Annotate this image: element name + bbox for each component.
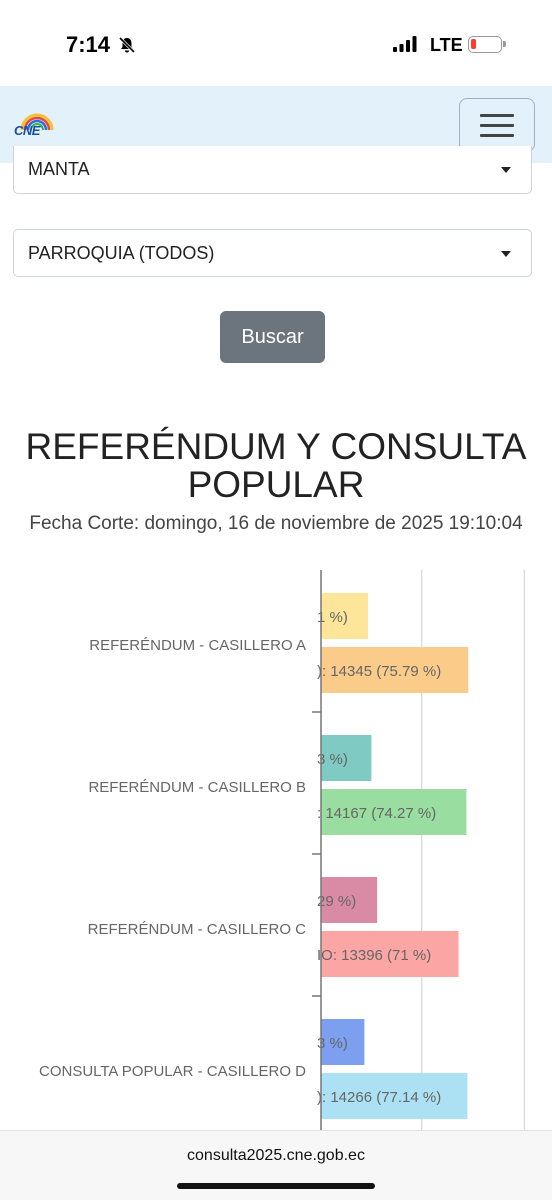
cne-logo[interactable]: CNE	[14, 110, 60, 142]
cne-logo-icon	[20, 113, 54, 131]
results-chart: 1 %) ): 14345 (75.79 %) REFERÉNDUM - CASIL…	[0, 570, 552, 1132]
canton-select-value: MANTA	[28, 159, 90, 179]
results-chart-svg: 1 %) ): 14345 (75.79 %) REFERÉNDUM - CASIL…	[39, 570, 525, 1132]
bar-data-label: 3 %)	[317, 1035, 348, 1052]
bar-data-label: 29 %)	[317, 893, 356, 910]
bar-data-label: 1 %)	[317, 609, 348, 626]
chart-bar	[321, 593, 369, 639]
chart-bar	[321, 931, 459, 977]
category-label: CONSULTA POPULAR - CASILLERO D	[39, 1063, 306, 1080]
hamburger-icon-bar	[480, 134, 514, 137]
home-indicator[interactable]	[177, 1183, 375, 1189]
logo-text: CNE	[14, 123, 40, 138]
status-bar: 7:14 LTE	[0, 0, 552, 86]
category-label: REFERÉNDUM - CASILLERO B	[88, 779, 306, 796]
parroquia-select-value: PARROQUIA (TODOS)	[28, 243, 215, 263]
category-label: REFERÉNDUM - CASILLERO A	[89, 637, 306, 654]
chevron-down-icon	[501, 167, 511, 173]
battery-tip	[503, 41, 506, 47]
battery-icon	[468, 36, 502, 53]
menu-toggle-button[interactable]	[459, 98, 535, 152]
signal-icon	[393, 36, 419, 57]
bar-data-label: : 14167 (74.27 %)	[317, 805, 436, 822]
hamburger-icon	[480, 114, 514, 117]
canton-select[interactable]: MANTA	[13, 146, 532, 194]
chart-bar	[321, 1019, 365, 1065]
status-time: 7:14	[66, 32, 111, 57]
chart-bar	[321, 1073, 468, 1119]
chart-bar	[321, 877, 378, 923]
chart-bar	[321, 735, 372, 781]
chart-bar	[321, 789, 467, 835]
category-label: REFERÉNDUM - CASILLERO C	[88, 921, 307, 938]
parroquia-select[interactable]: PARROQUIA (TODOS)	[13, 229, 532, 277]
chart-bar	[321, 647, 469, 693]
bar-data-label: 3 %)	[317, 751, 348, 768]
chevron-down-icon	[501, 251, 511, 257]
bar-data-label: ): 14266 (77.14 %)	[317, 1089, 441, 1106]
search-button[interactable]: Buscar	[220, 311, 325, 363]
bar-data-label: ): 14345 (75.79 %)	[317, 663, 441, 680]
hamburger-icon-bar	[480, 124, 514, 127]
network-type: LTE	[430, 35, 463, 55]
bar-data-label: IO: 13396 (71 %)	[317, 947, 431, 964]
bell-muted-icon	[118, 36, 136, 59]
cutoff-date: Fecha Corte: domingo, 16 de noviembre de…	[29, 513, 523, 534]
browser-footer: consulta2025.cne.gob.ec	[0, 1130, 552, 1200]
address-bar-url[interactable]: consulta2025.cne.gob.ec	[187, 1147, 365, 1164]
page-title: REFERÉNDUM Y CONSULTA POPULAR	[25, 426, 527, 505]
